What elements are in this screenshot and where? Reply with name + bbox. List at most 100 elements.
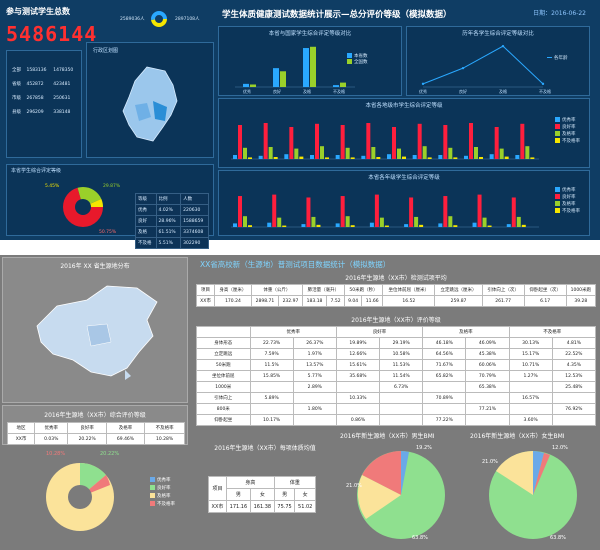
bar[interactable] <box>474 147 478 159</box>
bar[interactable] <box>340 82 346 87</box>
bar[interactable] <box>311 216 316 227</box>
bar[interactable] <box>499 148 504 159</box>
bar[interactable] <box>340 125 345 159</box>
bar[interactable] <box>464 155 468 159</box>
bar[interactable] <box>494 127 499 159</box>
bar[interactable] <box>294 148 299 159</box>
bar[interactable] <box>479 157 483 159</box>
bar[interactable] <box>310 155 314 159</box>
province-map[interactable] <box>107 61 197 151</box>
bar[interactable] <box>233 223 237 227</box>
bar[interactable] <box>366 123 371 159</box>
bar[interactable] <box>371 147 376 159</box>
bar[interactable] <box>273 68 279 87</box>
bar[interactable] <box>282 225 287 227</box>
bar[interactable] <box>268 147 273 159</box>
bar[interactable] <box>438 223 443 227</box>
line-point[interactable] <box>541 82 545 86</box>
bar[interactable] <box>238 125 242 159</box>
grade-pie-chart[interactable]: 5.45% 29.87% 50.75% <box>43 177 123 237</box>
bar[interactable] <box>422 146 427 159</box>
bar[interactable] <box>350 157 355 159</box>
bar[interactable] <box>384 225 389 227</box>
bar[interactable] <box>280 71 286 87</box>
bar[interactable] <box>301 224 306 227</box>
bar[interactable] <box>306 197 311 227</box>
bar[interactable] <box>521 224 526 227</box>
bar[interactable] <box>515 155 520 159</box>
bar[interactable] <box>443 125 448 159</box>
bar[interactable] <box>350 225 355 227</box>
bar[interactable] <box>243 216 247 227</box>
bar[interactable] <box>335 155 340 159</box>
bar[interactable] <box>412 155 417 159</box>
bar[interactable] <box>379 217 384 227</box>
bar[interactable] <box>516 216 521 227</box>
bar[interactable] <box>472 222 477 227</box>
bar[interactable] <box>525 146 530 159</box>
bar[interactable] <box>487 225 492 227</box>
bar[interactable] <box>438 155 443 159</box>
bar[interactable] <box>248 225 252 227</box>
bar[interactable] <box>361 155 366 159</box>
bar[interactable] <box>284 154 289 159</box>
bar[interactable] <box>289 127 294 159</box>
bar[interactable] <box>448 216 453 227</box>
bar[interactable] <box>397 148 401 159</box>
history-line-chart[interactable]: 优秀 良好 及格 不及格 <box>411 37 587 95</box>
bar[interactable] <box>310 46 316 87</box>
bar[interactable] <box>243 83 249 87</box>
bar[interactable] <box>520 123 525 159</box>
bar[interactable] <box>267 222 272 227</box>
city-grade-chart[interactable] <box>223 109 547 167</box>
china-map[interactable] <box>27 276 167 396</box>
bar[interactable] <box>316 224 321 227</box>
bar[interactable] <box>511 197 516 227</box>
bar[interactable] <box>340 196 345 227</box>
bar[interactable] <box>320 146 324 159</box>
bar[interactable] <box>258 155 263 159</box>
bar[interactable] <box>369 222 374 227</box>
line-point[interactable] <box>421 82 425 86</box>
line-point[interactable] <box>461 66 465 70</box>
bar[interactable] <box>504 156 509 159</box>
bar[interactable] <box>469 123 473 159</box>
bar[interactable] <box>427 157 432 159</box>
bar[interactable] <box>243 147 247 159</box>
bar[interactable] <box>303 48 309 87</box>
bar[interactable] <box>250 84 256 87</box>
series-line[interactable] <box>422 45 544 85</box>
bar[interactable] <box>335 223 340 227</box>
bar[interactable] <box>453 157 458 159</box>
bar[interactable] <box>404 224 409 227</box>
bar[interactable] <box>333 85 339 87</box>
bar[interactable] <box>448 147 453 159</box>
bar[interactable] <box>402 156 406 159</box>
bar[interactable] <box>443 196 448 227</box>
bar[interactable] <box>392 127 396 159</box>
grade-level-chart[interactable] <box>223 181 547 235</box>
bar[interactable] <box>376 157 381 159</box>
province-vs-nation-chart[interactable]: 优秀 良好 及格 不及格 <box>223 37 399 95</box>
bmi-female-pie[interactable]: 21.0% 12.0% 63.8% <box>478 441 588 549</box>
bar[interactable] <box>417 123 422 159</box>
bar[interactable] <box>477 194 482 227</box>
overall-pie[interactable]: 10.28% 20.22% <box>30 445 140 545</box>
bar[interactable] <box>387 154 391 159</box>
bar[interactable] <box>374 194 379 227</box>
bar[interactable] <box>272 194 277 227</box>
bar[interactable] <box>489 154 494 159</box>
bar[interactable] <box>414 216 419 227</box>
bar[interactable] <box>248 157 252 159</box>
bar[interactable] <box>233 155 237 159</box>
bar[interactable] <box>299 156 304 159</box>
bar[interactable] <box>263 123 268 159</box>
bar[interactable] <box>345 216 350 227</box>
bar[interactable] <box>419 224 424 227</box>
bar[interactable] <box>482 217 487 227</box>
bmi-male-pie[interactable]: 19.2% 21.0% 63.8% <box>346 441 456 549</box>
line-point[interactable] <box>501 44 505 48</box>
bar[interactable] <box>530 157 535 159</box>
bar[interactable] <box>277 217 282 227</box>
bar[interactable] <box>453 225 458 227</box>
